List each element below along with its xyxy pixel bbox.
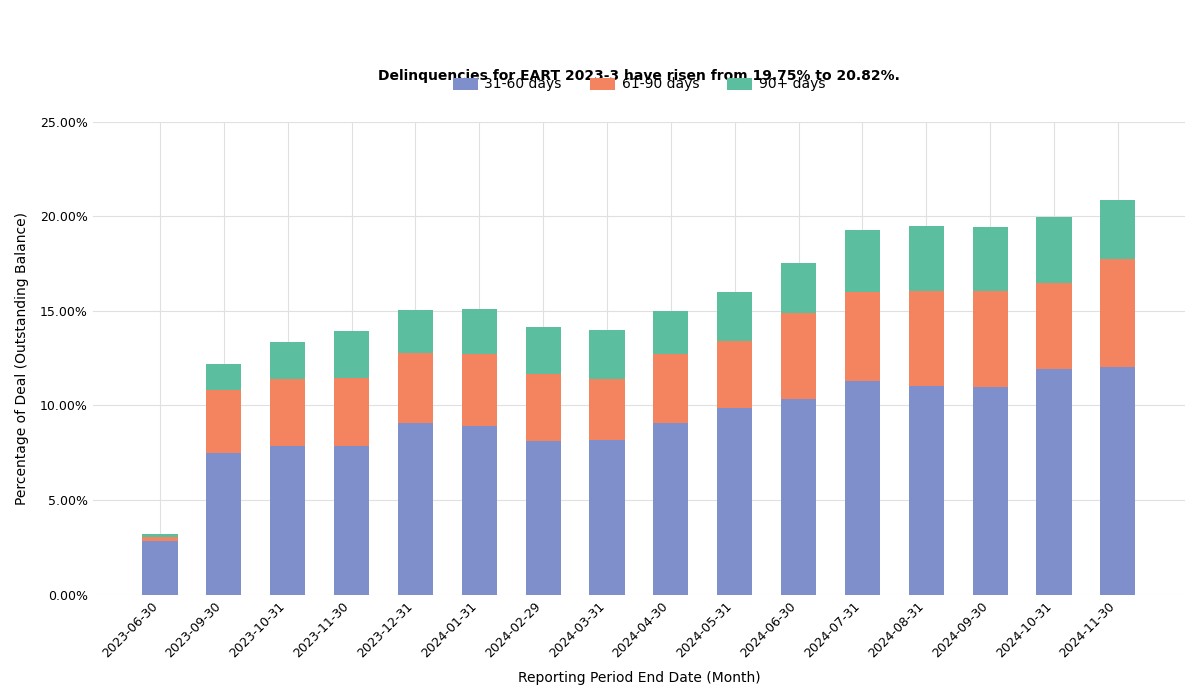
Bar [462, 426, 497, 595]
Bar [398, 354, 433, 423]
Y-axis label: Percentage of Deal (Outstanding Balance): Percentage of Deal (Outstanding Balance) [16, 211, 29, 505]
Bar [1100, 367, 1135, 595]
Bar [143, 537, 178, 540]
Bar [526, 374, 560, 442]
Bar [972, 227, 1008, 291]
Bar [143, 540, 178, 595]
Bar [1037, 283, 1072, 369]
Bar [908, 291, 944, 386]
Bar [718, 408, 752, 595]
Bar [526, 327, 560, 375]
Bar [1100, 259, 1135, 367]
Bar [206, 364, 241, 391]
Bar [908, 226, 944, 291]
X-axis label: Reporting Period End Date (Month): Reporting Period End Date (Month) [517, 671, 761, 685]
Bar [781, 313, 816, 399]
Bar [718, 292, 752, 341]
Bar [845, 292, 880, 381]
Bar [206, 453, 241, 595]
Bar [908, 386, 944, 595]
Bar [589, 330, 624, 379]
Bar [845, 230, 880, 292]
Bar [526, 442, 560, 595]
Bar [206, 391, 241, 453]
Bar [781, 262, 816, 313]
Legend: 31-60 days, 61-90 days, 90+ days: 31-60 days, 61-90 days, 90+ days [446, 72, 830, 97]
Bar [334, 378, 370, 446]
Bar [398, 423, 433, 595]
Bar [845, 381, 880, 595]
Bar [589, 440, 624, 595]
Bar [270, 379, 305, 446]
Bar [589, 379, 624, 440]
Bar [334, 331, 370, 378]
Bar [718, 341, 752, 408]
Bar [462, 354, 497, 426]
Bar [1037, 217, 1072, 283]
Bar [270, 446, 305, 595]
Bar [398, 310, 433, 354]
Bar [653, 354, 689, 424]
Bar [972, 291, 1008, 386]
Bar [1037, 369, 1072, 595]
Bar [972, 386, 1008, 595]
Bar [653, 311, 689, 354]
Bar [334, 446, 370, 595]
Title: Delinquencies for EART 2023-3 have risen from 19.75% to 20.82%.: Delinquencies for EART 2023-3 have risen… [378, 69, 900, 83]
Bar [270, 342, 305, 379]
Bar [781, 399, 816, 595]
Bar [653, 424, 689, 595]
Bar [462, 309, 497, 354]
Bar [1100, 200, 1135, 259]
Bar [143, 534, 178, 537]
